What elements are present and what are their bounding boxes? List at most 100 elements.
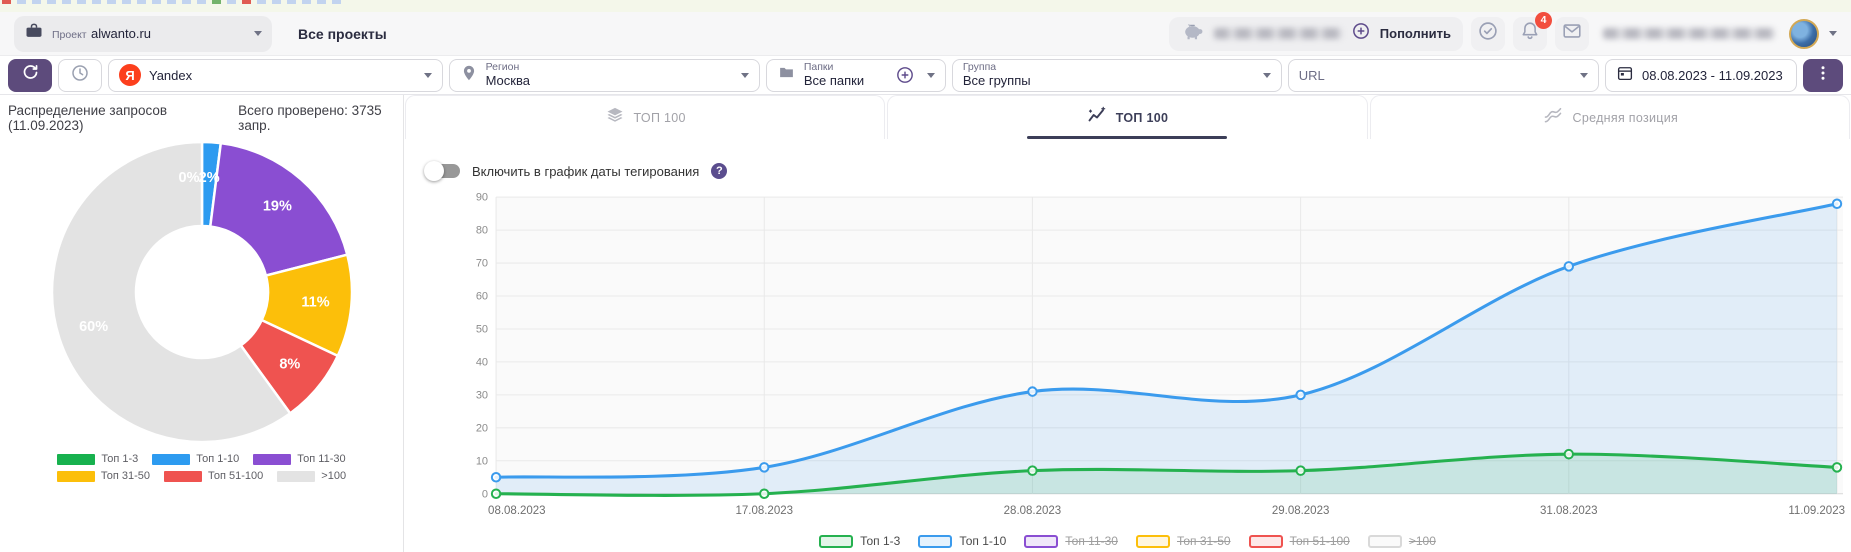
legend-label: Топ 1-10 [959, 534, 1007, 549]
donut-legend-item[interactable]: Топ 31-50 [56, 470, 151, 482]
bookmark-dash-red2 [242, 0, 251, 4]
legend-label: >100 [321, 470, 347, 482]
legend-label: Топ 31-50 [100, 470, 151, 482]
folders-value: Все папки [803, 73, 865, 89]
chart-legend-item[interactable]: Топ 1-3 [819, 534, 900, 548]
data-point[interactable] [1027, 465, 1038, 476]
plus-circle-icon [1351, 21, 1371, 46]
chart-legend-item-disabled[interactable]: Топ 51-100 [1248, 534, 1350, 548]
data-point[interactable] [1563, 448, 1575, 460]
chevron-down-icon [1262, 72, 1271, 78]
tasks-button[interactable] [1471, 16, 1505, 51]
url-selector[interactable]: URL [1287, 58, 1599, 92]
donut-legend: Топ 1-3 Топ 1-10 Топ 11-30 Топ 31-50 Топ 51-… [0, 453, 403, 482]
data-point[interactable] [1563, 261, 1575, 272]
filters-toolbar: Я Yandex Регион Москва Папки Все папки Г… [0, 56, 1851, 95]
chart-legend-item-disabled[interactable]: Топ 31-50 [1135, 534, 1231, 548]
donut-legend-item[interactable]: Топ 51-100 [164, 470, 263, 482]
bookmark-dash-red [2, 0, 11, 4]
messages-button[interactable] [1555, 16, 1589, 51]
data-point[interactable] [1831, 198, 1843, 210]
chart-legend-item[interactable]: Топ 1-10 [918, 534, 1006, 548]
region-selector[interactable]: Регион Москва [448, 58, 760, 92]
chevron-down-icon [423, 72, 432, 78]
more-actions-button[interactable] [1803, 58, 1843, 92]
chart-legend-item-disabled[interactable]: Топ 11-30 [1024, 534, 1118, 548]
data-point[interactable] [759, 462, 770, 473]
legend-swatch [1135, 534, 1170, 548]
folders-selector[interactable]: Папки Все папки [765, 58, 946, 92]
tagging-dates-toggle[interactable] [424, 161, 460, 181]
legend-label: Топ 1-10 [196, 453, 240, 465]
legend-swatch [918, 534, 953, 548]
donut-legend-item[interactable]: Топ 1-10 [152, 453, 239, 465]
data-point[interactable] [1831, 462, 1843, 473]
legend-swatch [152, 453, 191, 465]
help-icon[interactable]: ? [711, 163, 728, 179]
app-header: Проект alwanto.ru Все проекты Пополнить [0, 11, 1851, 56]
project-selector[interactable]: Проект alwanto.ru [14, 15, 272, 52]
legend-label: Топ 11-30 [297, 453, 346, 465]
data-point[interactable] [1295, 389, 1306, 401]
url-placeholder: URL [1298, 67, 1325, 83]
tab-1-active[interactable]: ТОП 100 [887, 95, 1368, 139]
envelope-icon [1561, 20, 1583, 47]
data-point[interactable] [759, 488, 770, 499]
tab-2[interactable]: Средняя позиция [1369, 95, 1850, 139]
balance-area[interactable]: Пополнить [1168, 16, 1463, 51]
add-folder-button[interactable] [895, 65, 915, 85]
data-point[interactable] [1027, 386, 1038, 397]
tab-label: Средняя позиция [1572, 110, 1679, 125]
avatar[interactable] [1789, 18, 1819, 49]
main-content: Распределение запросов (11.09.2023) Всег… [0, 95, 1851, 552]
notifications-button[interactable]: 4 [1513, 11, 1552, 51]
group-selector[interactable]: Группа Все группы [951, 58, 1282, 92]
y-axis-tick: 0 [482, 488, 488, 500]
group-value: Все группы [962, 73, 1031, 89]
account-chevron-down-icon[interactable] [1829, 31, 1837, 36]
bell-icon [1519, 20, 1541, 47]
refresh-icon [21, 63, 40, 87]
search-engine-selector[interactable]: Я Yandex [108, 58, 443, 92]
chart-tabs: ТОП 100 ТОП 100 Средняя позиция [404, 95, 1851, 139]
line-chart: 0 10 20 30 40 50 60 70 80 90 08.08.2023 17.08.2023 2… [404, 187, 1851, 526]
history-button[interactable] [58, 58, 102, 92]
y-axis-tick: 80 [476, 225, 488, 237]
legend-label: >100 [1408, 534, 1436, 549]
bookmark-dashes [2, 0, 347, 4]
donut-legend-item[interactable]: Топ 1-3 [57, 453, 138, 465]
tab-0[interactable]: ТОП 100 [405, 95, 886, 139]
line-chart-legend: Топ 1-3 Топ 1-10 Топ 11-30 Топ 31-50 Топ 51-… [404, 526, 1851, 552]
series-line [494, 452, 1839, 497]
donut-slice-label: 60% [79, 319, 108, 335]
piggy-bank-icon [1181, 20, 1205, 47]
legend-swatch [57, 453, 96, 465]
tab-label: ТОП 100 [633, 110, 686, 125]
folder-icon [777, 64, 796, 86]
legend-label: Топ 51-100 [208, 470, 264, 482]
donut-slice[interactable] [208, 141, 349, 278]
query-distribution-panel: Распределение запросов (11.09.2023) Всег… [0, 95, 404, 552]
layers-icon [605, 105, 625, 130]
date-range-picker[interactable]: 08.08.2023 - 11.09.2023 [1605, 58, 1797, 92]
donut-legend-item[interactable]: Топ 11-30 [253, 453, 346, 465]
donut-slice[interactable] [50, 140, 292, 444]
notification-count-badge: 4 [1535, 11, 1552, 29]
y-axis-tick: 90 [476, 192, 488, 204]
y-axis-tick: 40 [476, 356, 488, 368]
all-projects-link[interactable]: Все проекты [298, 25, 387, 42]
x-axis-tick: 31.08.2023 [1540, 505, 1598, 517]
chevron-down-icon [740, 72, 749, 78]
chart-legend-item-disabled[interactable]: >100 [1367, 534, 1436, 549]
topup-button[interactable]: Пополнить [1379, 26, 1451, 41]
refresh-button[interactable] [8, 58, 52, 92]
donut-legend-item[interactable]: >100 [277, 470, 346, 482]
data-point[interactable] [490, 488, 502, 499]
bookmark-dash-green [212, 0, 221, 4]
y-axis-tick: 10 [476, 455, 488, 467]
legend-swatch [1367, 534, 1402, 548]
data-point[interactable] [490, 471, 502, 483]
data-point[interactable] [1295, 465, 1306, 476]
donut-title: Распределение запросов (11.09.2023) [8, 103, 168, 133]
donut-slice-label: 0% [178, 170, 199, 186]
